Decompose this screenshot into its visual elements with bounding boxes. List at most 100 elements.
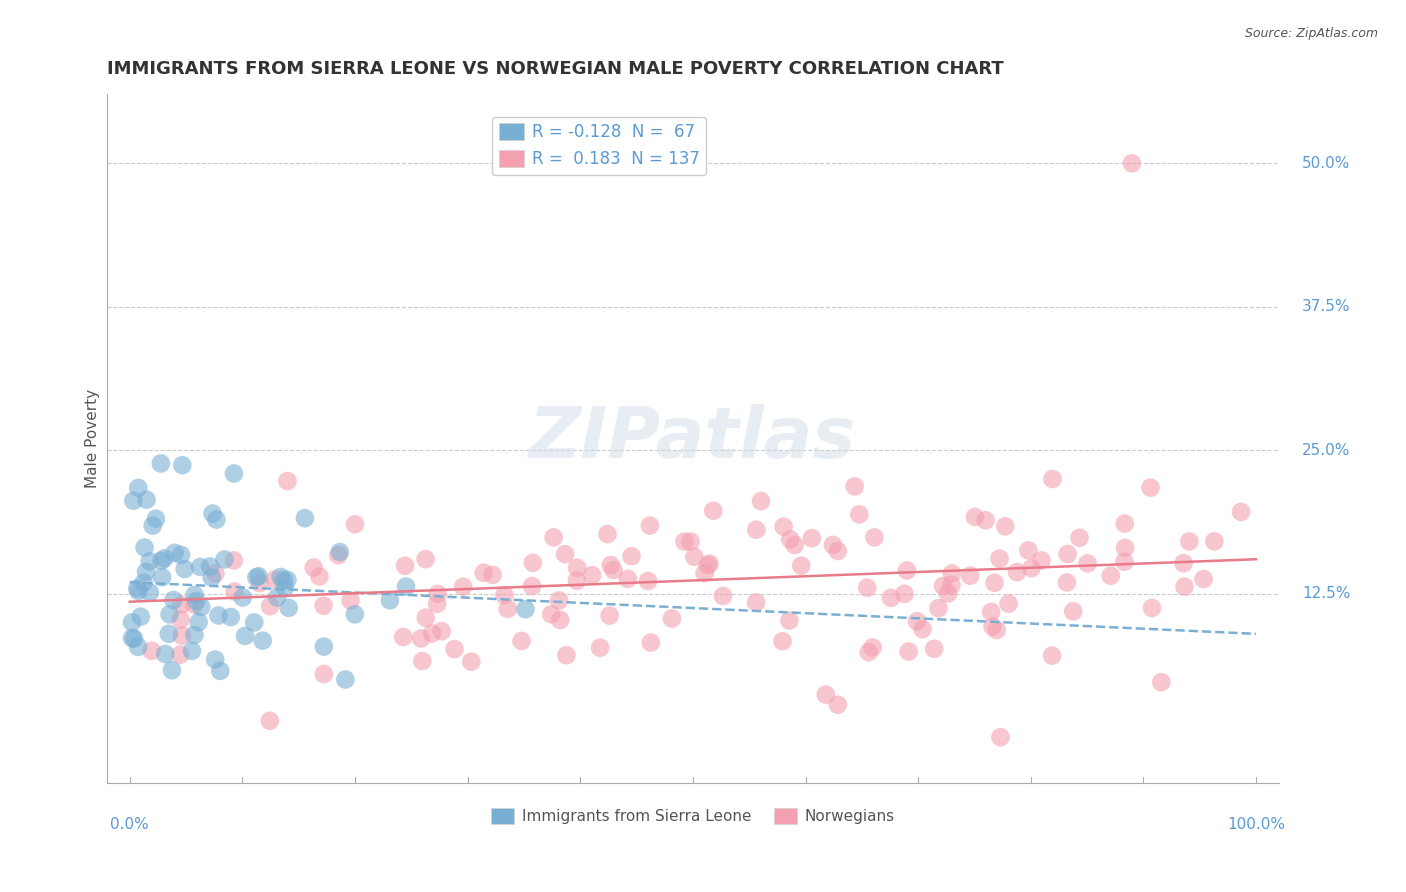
Point [157,627,180,641]
Point [927,601,949,615]
Point [821,538,844,552]
Point [986,623,1008,637]
Point [1230,505,1253,519]
Point [343,517,366,532]
Point [170,598,193,612]
Point [800,531,823,545]
Point [259,599,281,614]
Point [219,610,242,624]
Point [150,554,173,568]
Point [187,615,209,629]
Point [243,615,266,630]
Point [266,591,288,605]
Point [139,585,162,599]
Point [602,563,624,577]
Point [772,519,794,533]
Point [127,640,149,654]
Point [247,569,270,583]
Point [222,467,245,481]
Point [302,560,325,574]
Point [599,558,621,572]
Point [186,594,208,608]
Text: 12.5%: 12.5% [1302,586,1350,601]
Point [339,593,361,607]
Point [329,545,352,559]
Point [1121,156,1143,170]
Point [638,518,661,533]
Point [922,641,945,656]
Point [772,634,794,648]
Point [696,558,718,573]
Point [274,581,297,595]
Point [679,534,702,549]
Point [997,597,1019,611]
Text: 25.0%: 25.0% [1302,442,1350,458]
Point [565,574,588,588]
Point [183,598,205,612]
Point [548,613,571,627]
Point [858,645,880,659]
Point [905,615,928,629]
Point [589,640,612,655]
Point [460,655,482,669]
Text: IMMIGRANTS FROM SIERRA LEONE VS NORWEGIAN MALE POVERTY CORRELATION CHART: IMMIGRANTS FROM SIERRA LEONE VS NORWEGIA… [107,60,1004,78]
Point [596,527,619,541]
Point [276,573,298,587]
Point [426,587,449,601]
Point [1031,553,1053,567]
Point [1114,541,1136,555]
Point [814,688,837,702]
Point [138,554,160,568]
Point [1173,580,1195,594]
Point [411,654,433,668]
Point [1040,648,1063,663]
Point [183,588,205,602]
Point [122,493,145,508]
Point [522,556,544,570]
Point [745,595,768,609]
Point [121,631,143,645]
Point [565,561,588,575]
Point [270,570,292,584]
Point [893,587,915,601]
Point [328,548,350,562]
Point [1173,556,1195,570]
Point [170,548,193,562]
Point [394,558,416,573]
Point [134,541,156,555]
Point [856,581,879,595]
Point [214,552,236,566]
Point [1192,572,1215,586]
Point [515,602,537,616]
Point [496,602,519,616]
Point [745,523,768,537]
Text: ZIPatlas: ZIPatlas [529,404,856,474]
Point [160,663,183,677]
Point [1017,543,1039,558]
Point [862,640,884,655]
Point [335,673,357,687]
Point [135,492,157,507]
Point [312,640,335,654]
Point [661,611,683,625]
Point [783,538,806,552]
Point [974,513,997,527]
Text: 50.0%: 50.0% [1302,156,1350,170]
Point [150,570,173,584]
Point [259,714,281,728]
Point [693,566,716,581]
Point [343,607,366,622]
Point [827,544,849,558]
Point [994,519,1017,533]
Point [520,579,543,593]
Y-axis label: Male Poverty: Male Poverty [86,389,100,488]
Point [172,458,194,473]
Point [749,494,772,508]
Point [543,531,565,545]
Point [555,648,578,663]
Point [188,560,211,574]
Point [1139,481,1161,495]
Point [426,597,449,611]
Point [1062,604,1084,618]
Point [141,644,163,658]
